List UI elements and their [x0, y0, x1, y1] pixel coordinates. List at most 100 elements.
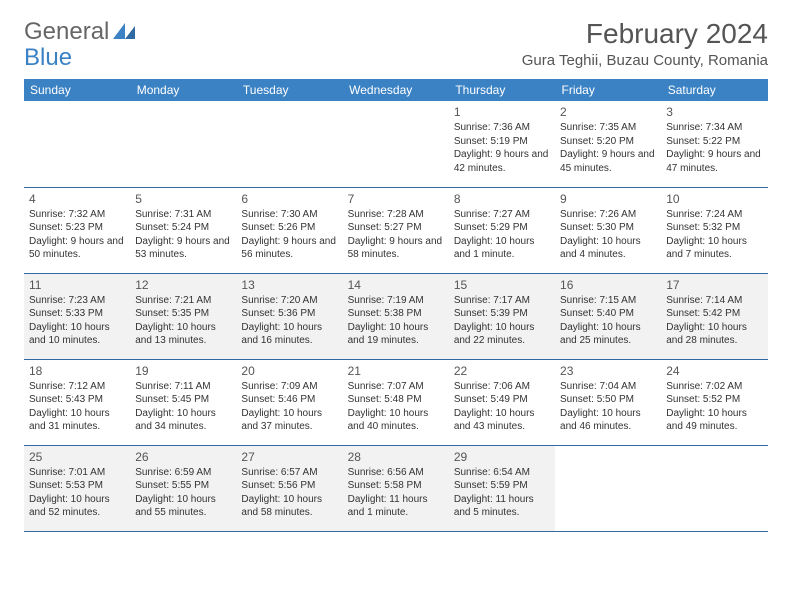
sunrise-text: Sunrise: 7:31 AM: [135, 208, 231, 222]
day-header: Wednesday: [343, 79, 449, 101]
day-cell: 8Sunrise: 7:27 AMSunset: 5:29 PMDaylight…: [449, 187, 555, 273]
day-cell: 16Sunrise: 7:15 AMSunset: 5:40 PMDayligh…: [555, 273, 661, 359]
week-row: 18Sunrise: 7:12 AMSunset: 5:43 PMDayligh…: [24, 359, 768, 445]
day-cell: 29Sunrise: 6:54 AMSunset: 5:59 PMDayligh…: [449, 445, 555, 531]
week-row: 4Sunrise: 7:32 AMSunset: 5:23 PMDaylight…: [24, 187, 768, 273]
day-cell: 12Sunrise: 7:21 AMSunset: 5:35 PMDayligh…: [130, 273, 236, 359]
header: General February 2024 Gura Teghii, Buzau…: [24, 18, 768, 69]
sunrise-text: Sunrise: 7:28 AM: [348, 208, 444, 222]
day-cell: 6Sunrise: 7:30 AMSunset: 5:26 PMDaylight…: [236, 187, 342, 273]
day-number: 15: [454, 277, 550, 293]
sunset-text: Sunset: 5:46 PM: [241, 393, 337, 407]
day-number: 23: [560, 363, 656, 379]
sunrise-text: Sunrise: 7:36 AM: [454, 121, 550, 135]
day-cell: 1Sunrise: 7:36 AMSunset: 5:19 PMDaylight…: [449, 101, 555, 187]
day-cell: 5Sunrise: 7:31 AMSunset: 5:24 PMDaylight…: [130, 187, 236, 273]
day-cell: [343, 101, 449, 187]
day-cell: 4Sunrise: 7:32 AMSunset: 5:23 PMDaylight…: [24, 187, 130, 273]
day-number: 8: [454, 191, 550, 207]
day-cell: 2Sunrise: 7:35 AMSunset: 5:20 PMDaylight…: [555, 101, 661, 187]
day-number: 11: [29, 277, 125, 293]
day-cell: 14Sunrise: 7:19 AMSunset: 5:38 PMDayligh…: [343, 273, 449, 359]
sunrise-text: Sunrise: 7:19 AM: [348, 294, 444, 308]
sunset-text: Sunset: 5:43 PM: [29, 393, 125, 407]
sunset-text: Sunset: 5:19 PM: [454, 135, 550, 149]
day-cell: 17Sunrise: 7:14 AMSunset: 5:42 PMDayligh…: [661, 273, 767, 359]
week-row: 25Sunrise: 7:01 AMSunset: 5:53 PMDayligh…: [24, 445, 768, 531]
sunrise-text: Sunrise: 6:59 AM: [135, 466, 231, 480]
daylight-text: Daylight: 9 hours and 42 minutes.: [454, 148, 550, 175]
logo-text-blue: Blue: [24, 44, 72, 72]
sunset-text: Sunset: 5:38 PM: [348, 307, 444, 321]
daylight-text: Daylight: 10 hours and 28 minutes.: [666, 321, 762, 348]
day-number: 10: [666, 191, 762, 207]
sunset-text: Sunset: 5:27 PM: [348, 221, 444, 235]
sunrise-text: Sunrise: 7:35 AM: [560, 121, 656, 135]
day-number: 21: [348, 363, 444, 379]
day-number: 18: [29, 363, 125, 379]
day-number: 2: [560, 104, 656, 120]
sunset-text: Sunset: 5:56 PM: [241, 479, 337, 493]
sunrise-text: Sunrise: 7:20 AM: [241, 294, 337, 308]
day-header: Sunday: [24, 79, 130, 101]
sunset-text: Sunset: 5:29 PM: [454, 221, 550, 235]
sunset-text: Sunset: 5:35 PM: [135, 307, 231, 321]
daylight-text: Daylight: 10 hours and 58 minutes.: [241, 493, 337, 520]
sunset-text: Sunset: 5:23 PM: [29, 221, 125, 235]
day-number: 17: [666, 277, 762, 293]
day-cell: 28Sunrise: 6:56 AMSunset: 5:58 PMDayligh…: [343, 445, 449, 531]
day-number: 29: [454, 449, 550, 465]
sunset-text: Sunset: 5:45 PM: [135, 393, 231, 407]
day-cell: 10Sunrise: 7:24 AMSunset: 5:32 PMDayligh…: [661, 187, 767, 273]
day-cell: 21Sunrise: 7:07 AMSunset: 5:48 PMDayligh…: [343, 359, 449, 445]
day-cell: 27Sunrise: 6:57 AMSunset: 5:56 PMDayligh…: [236, 445, 342, 531]
day-cell: 23Sunrise: 7:04 AMSunset: 5:50 PMDayligh…: [555, 359, 661, 445]
sunset-text: Sunset: 5:22 PM: [666, 135, 762, 149]
day-number: 3: [666, 104, 762, 120]
daylight-text: Daylight: 9 hours and 58 minutes.: [348, 235, 444, 262]
daylight-text: Daylight: 10 hours and 4 minutes.: [560, 235, 656, 262]
day-number: 27: [241, 449, 337, 465]
day-cell: [661, 445, 767, 531]
day-number: 6: [241, 191, 337, 207]
day-cell: 20Sunrise: 7:09 AMSunset: 5:46 PMDayligh…: [236, 359, 342, 445]
daylight-text: Daylight: 10 hours and 52 minutes.: [29, 493, 125, 520]
day-cell: 13Sunrise: 7:20 AMSunset: 5:36 PMDayligh…: [236, 273, 342, 359]
daylight-text: Daylight: 10 hours and 46 minutes.: [560, 407, 656, 434]
week-row: 1Sunrise: 7:36 AMSunset: 5:19 PMDaylight…: [24, 101, 768, 187]
day-cell: [24, 101, 130, 187]
sunset-text: Sunset: 5:39 PM: [454, 307, 550, 321]
day-cell: 22Sunrise: 7:06 AMSunset: 5:49 PMDayligh…: [449, 359, 555, 445]
sunset-text: Sunset: 5:55 PM: [135, 479, 231, 493]
sunrise-text: Sunrise: 6:54 AM: [454, 466, 550, 480]
sunrise-text: Sunrise: 6:57 AM: [241, 466, 337, 480]
daylight-text: Daylight: 10 hours and 55 minutes.: [135, 493, 231, 520]
day-header: Tuesday: [236, 79, 342, 101]
sunrise-text: Sunrise: 7:02 AM: [666, 380, 762, 394]
day-number: 28: [348, 449, 444, 465]
day-header: Monday: [130, 79, 236, 101]
daylight-text: Daylight: 10 hours and 37 minutes.: [241, 407, 337, 434]
sunrise-text: Sunrise: 7:14 AM: [666, 294, 762, 308]
day-number: 20: [241, 363, 337, 379]
title-block: February 2024 Gura Teghii, Buzau County,…: [522, 18, 768, 69]
sunrise-text: Sunrise: 7:17 AM: [454, 294, 550, 308]
day-cell: [236, 101, 342, 187]
sunset-text: Sunset: 5:59 PM: [454, 479, 550, 493]
day-cell: 18Sunrise: 7:12 AMSunset: 5:43 PMDayligh…: [24, 359, 130, 445]
calendar-header-row: Sunday Monday Tuesday Wednesday Thursday…: [24, 79, 768, 101]
day-cell: 24Sunrise: 7:02 AMSunset: 5:52 PMDayligh…: [661, 359, 767, 445]
daylight-text: Daylight: 11 hours and 1 minute.: [348, 493, 444, 520]
day-number: 25: [29, 449, 125, 465]
sunset-text: Sunset: 5:36 PM: [241, 307, 337, 321]
sunset-text: Sunset: 5:52 PM: [666, 393, 762, 407]
sunset-text: Sunset: 5:53 PM: [29, 479, 125, 493]
day-number: 13: [241, 277, 337, 293]
daylight-text: Daylight: 10 hours and 31 minutes.: [29, 407, 125, 434]
daylight-text: Daylight: 9 hours and 53 minutes.: [135, 235, 231, 262]
sunrise-text: Sunrise: 7:23 AM: [29, 294, 125, 308]
day-header: Saturday: [661, 79, 767, 101]
day-number: 26: [135, 449, 231, 465]
sunrise-text: Sunrise: 7:30 AM: [241, 208, 337, 222]
daylight-text: Daylight: 9 hours and 47 minutes.: [666, 148, 762, 175]
